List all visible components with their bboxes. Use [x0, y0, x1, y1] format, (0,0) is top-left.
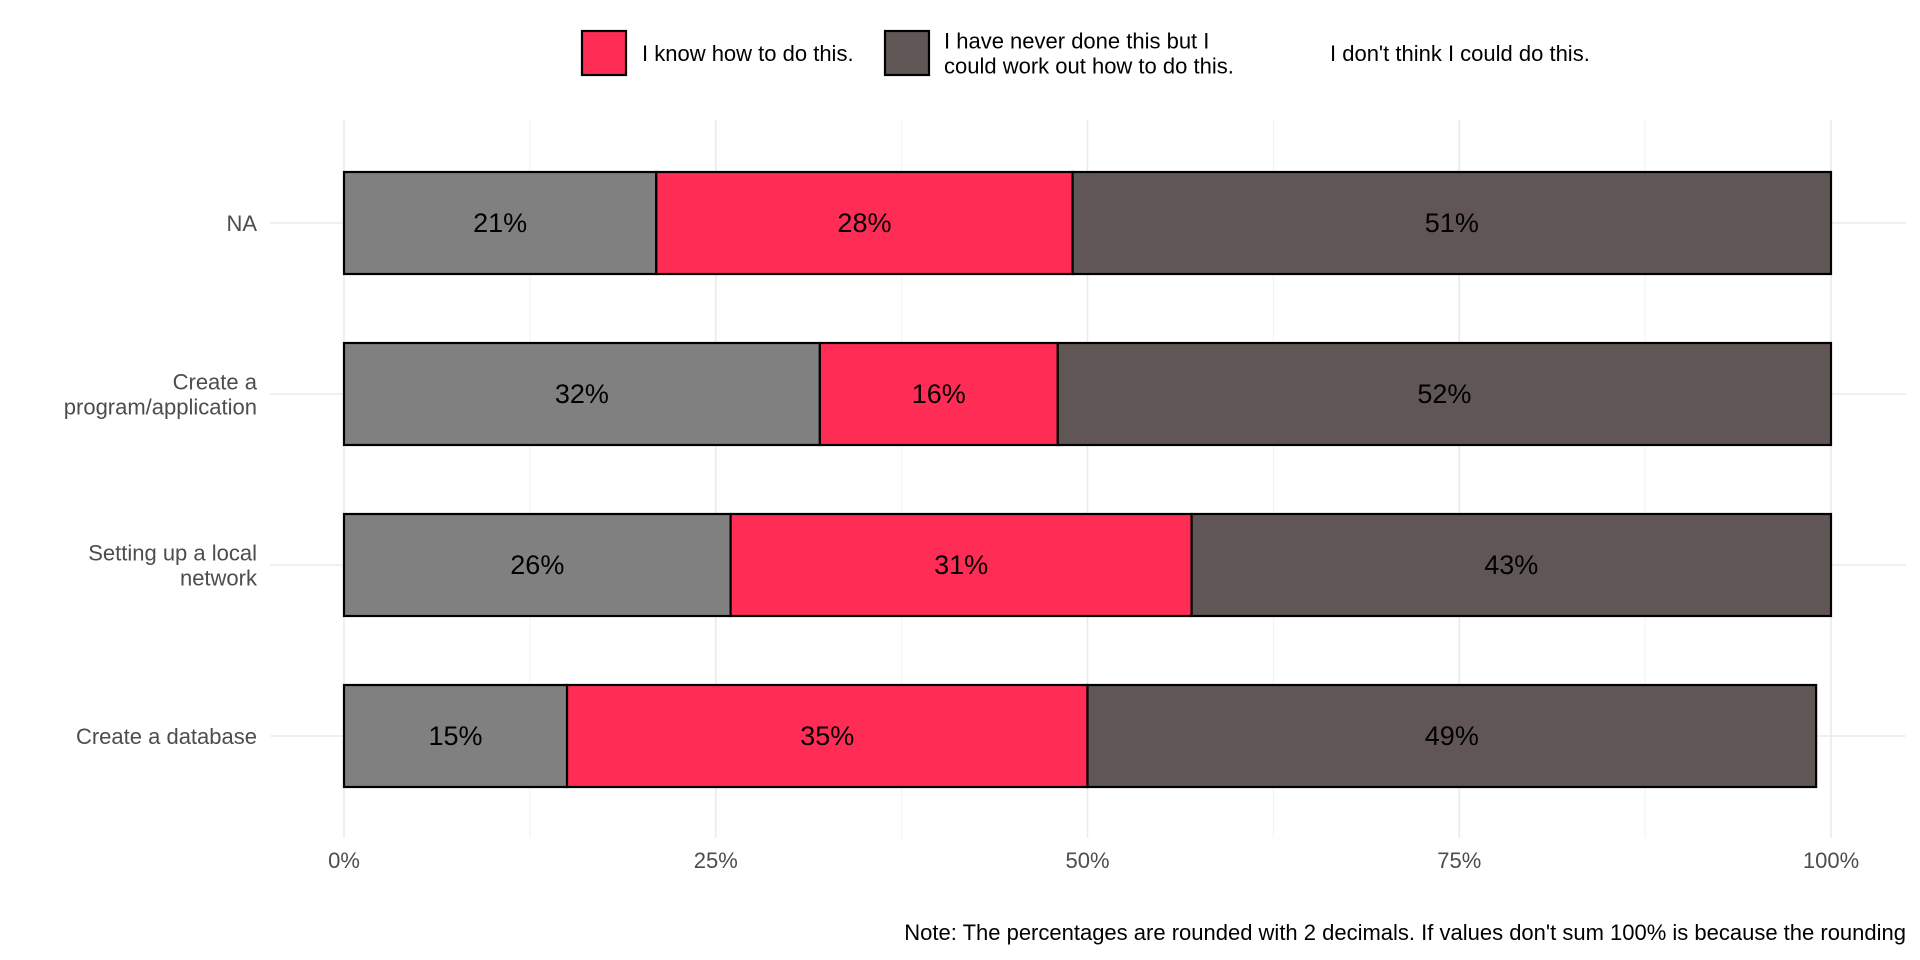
- bar-segment: [1086, 683, 1818, 789]
- x-tick-label: 75%: [1437, 848, 1481, 873]
- category-label: NA: [226, 211, 257, 236]
- x-tick-label: 0%: [328, 848, 360, 873]
- data-label: 35%: [800, 721, 854, 751]
- data-label: 26%: [510, 550, 564, 580]
- legend-item: I know how to do this.: [580, 29, 854, 77]
- bar-segment: [342, 683, 569, 789]
- data-label: 16%: [912, 379, 966, 409]
- bar-segment: [565, 683, 1089, 789]
- data-label: 32%: [555, 379, 609, 409]
- bar-segment: [818, 341, 1059, 447]
- data-label: 31%: [934, 550, 988, 580]
- data-label: 49%: [1425, 721, 1479, 751]
- legend-label: I don't think I could do this.: [1330, 41, 1590, 66]
- bar-segment: [342, 170, 658, 276]
- category-label: Setting up a local network: [88, 541, 258, 591]
- bars-layer: [342, 170, 1833, 789]
- bar-segment: [1056, 341, 1833, 447]
- data-label: 52%: [1417, 379, 1471, 409]
- bar-segment: [1071, 170, 1833, 276]
- legend-swatch: [580, 29, 628, 77]
- category-label: Create a program/application: [64, 370, 258, 420]
- legend-item: I don't think I could do this.: [1330, 41, 1590, 66]
- legend-label: I know how to do this.: [642, 41, 854, 66]
- legend-swatch: [883, 29, 931, 77]
- data-labels-layer: 21% 28% 51% 32% 16% 52% 26% 31% 43% 15% 35% 49%: [429, 208, 1539, 751]
- data-label: 43%: [1484, 550, 1538, 580]
- x-tick-label: 50%: [1065, 848, 1109, 873]
- data-label: 21%: [473, 208, 527, 238]
- data-label: 28%: [837, 208, 891, 238]
- bar-segment: [342, 512, 732, 618]
- data-label: 15%: [429, 721, 483, 751]
- data-label: 51%: [1425, 208, 1479, 238]
- footnote: Note: The percentages are rounded with 2…: [904, 920, 1906, 945]
- y-axis: NA Create a program/application Setting up …: [64, 211, 258, 749]
- bar-segment: [655, 170, 1074, 276]
- x-axis: 0% 25% 50% 75% 100%: [328, 848, 1859, 873]
- bar-segment: [1190, 512, 1833, 618]
- x-tick-label: 100%: [1803, 848, 1859, 873]
- bar-segment: [342, 341, 821, 447]
- x-tick-label: 25%: [694, 848, 738, 873]
- legend: I know how to do this. I have never done …: [580, 29, 1590, 79]
- category-label: Create a database: [76, 724, 257, 749]
